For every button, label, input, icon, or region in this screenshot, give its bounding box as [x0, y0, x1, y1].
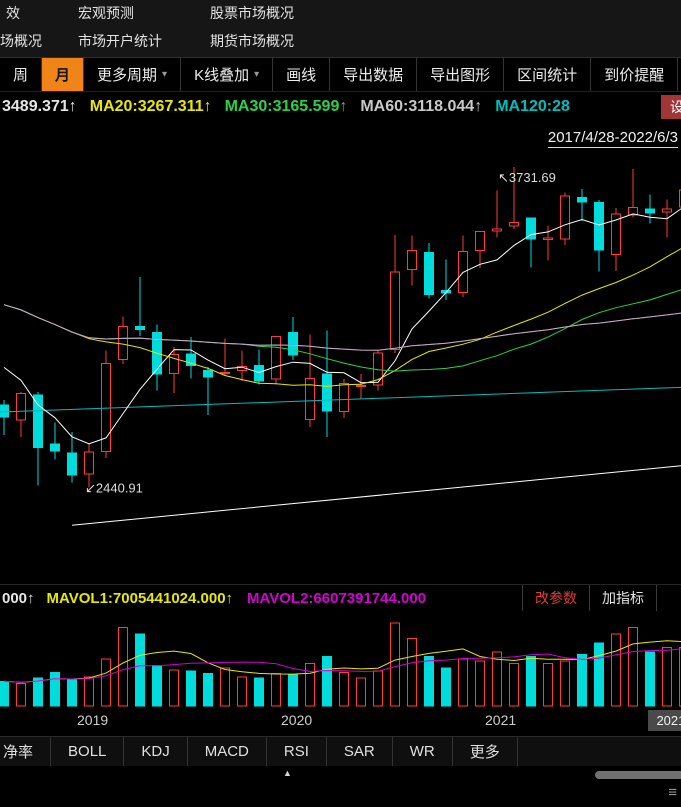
export-image-button[interactable]: 导出图形	[417, 58, 505, 91]
svg-text:↖3731.69: ↖3731.69	[498, 170, 556, 185]
menu-item-performance-partial[interactable]: 效	[6, 5, 20, 21]
date-range: 2017/4/28-2022/6/3	[547, 129, 678, 148]
change-params-button[interactable]: 改参数	[522, 585, 589, 611]
tab-wr[interactable]: WR	[393, 737, 453, 766]
menu-item-market-overview-partial[interactable]: 场概况	[0, 33, 42, 49]
range-stats-button[interactable]: 区间统计	[504, 58, 592, 91]
h-scrollbar-thumb[interactable]	[595, 771, 681, 779]
more-periods-label: 更多周期	[97, 67, 158, 84]
x-axis-year-label: 2021	[485, 712, 517, 728]
x-axis: 2021/ 2019 2020 2021	[0, 708, 681, 734]
kline-overlay-button[interactable]: K线叠加 ▾	[181, 58, 274, 91]
period-week-label: 周	[13, 67, 29, 84]
chevron-down-icon: ▾	[162, 69, 168, 80]
main-candlestick-chart[interactable]: ↖3731.69 ↙2440.91	[0, 150, 681, 560]
tab-boll[interactable]: BOLL	[51, 737, 125, 766]
period-month-label: 月	[55, 67, 71, 84]
toolbar: 周 月 更多周期 ▾ K线叠加 ▾ 画线 导出数据 导出图形 区间统计 到价提醒	[0, 58, 681, 92]
more-periods-button[interactable]: 更多周期 ▾	[84, 58, 182, 91]
bottom-scrollbar: ▲ ≡	[0, 766, 681, 807]
mavol2-value: MAVOL2:6607391744.000	[247, 589, 427, 607]
kline-overlay-label: K线叠加	[194, 67, 250, 84]
tab-macd[interactable]: MACD	[188, 737, 267, 766]
ma5-value: 3489.371↑	[2, 98, 77, 115]
x-axis-year-label: 2019	[77, 712, 109, 728]
ma30-value: MA30:3165.599↑	[224, 98, 348, 115]
draw-line-button[interactable]: 画线	[273, 58, 331, 91]
tab-more[interactable]: 更多	[453, 737, 518, 766]
export-data-button[interactable]: 导出数据	[330, 58, 418, 91]
add-indicator-button[interactable]: 加指标	[589, 585, 657, 611]
draw-line-label: 画线	[286, 67, 317, 84]
menu-item-macro-forecast[interactable]: 宏观预测	[78, 5, 134, 21]
resize-grip-icon[interactable]: ≡	[668, 784, 677, 801]
price-alert-button[interactable]: 到价提醒	[591, 58, 679, 91]
ma20-value: MA20:3267.311↑	[89, 98, 212, 115]
range-stats-label: 区间统计	[517, 67, 578, 84]
indicator-tabs: 净率 BOLL KDJ MACD RSI SAR WR 更多	[0, 736, 681, 767]
ma120-value: MA120:28	[495, 98, 570, 115]
settings-button[interactable]: 设	[661, 95, 681, 119]
top-menu: 效 宏观预测 股票市场概况 场概况 市场开户统计 期货市场概况	[0, 0, 681, 58]
export-data-label: 导出数据	[343, 67, 404, 84]
period-month-button[interactable]: 月	[42, 58, 85, 91]
tab-pb-ratio-partial[interactable]: 净率	[0, 737, 52, 766]
tab-kdj[interactable]: KDJ	[124, 737, 188, 766]
volume-value-partial: 000↑	[2, 589, 35, 607]
menu-item-account-opening-stats[interactable]: 市场开户统计	[78, 33, 162, 49]
svg-text:↙2440.91: ↙2440.91	[85, 481, 143, 496]
ma60-value: MA60:3118.044↑	[360, 98, 483, 115]
chevron-down-icon: ▾	[254, 69, 260, 80]
x-axis-year-label: 2020	[281, 712, 313, 728]
ma-indicator-bar: 3489.371↑ MA20:3267.311↑ MA30:3165.599↑ …	[2, 95, 681, 119]
tab-sar[interactable]: SAR	[327, 737, 393, 766]
price-alert-label: 到价提醒	[604, 67, 665, 84]
mavol1-value: MAVOL1:7005441024.000↑	[46, 589, 234, 607]
volume-chart[interactable]	[0, 612, 681, 708]
export-image-label: 导出图形	[430, 67, 491, 84]
period-week-button[interactable]: 周	[0, 58, 43, 91]
volume-indicator-bar: 000↑ MAVOL1:7005441024.000↑ MAVOL2:66073…	[0, 584, 681, 611]
tab-rsi[interactable]: RSI	[267, 737, 327, 766]
axis-date-box: 2021/	[648, 710, 681, 731]
menu-item-stock-market-overview[interactable]: 股票市场概况	[210, 5, 294, 21]
scroll-position-icon: ▲	[283, 768, 292, 778]
menu-item-futures-market-overview[interactable]: 期货市场概况	[210, 33, 294, 49]
